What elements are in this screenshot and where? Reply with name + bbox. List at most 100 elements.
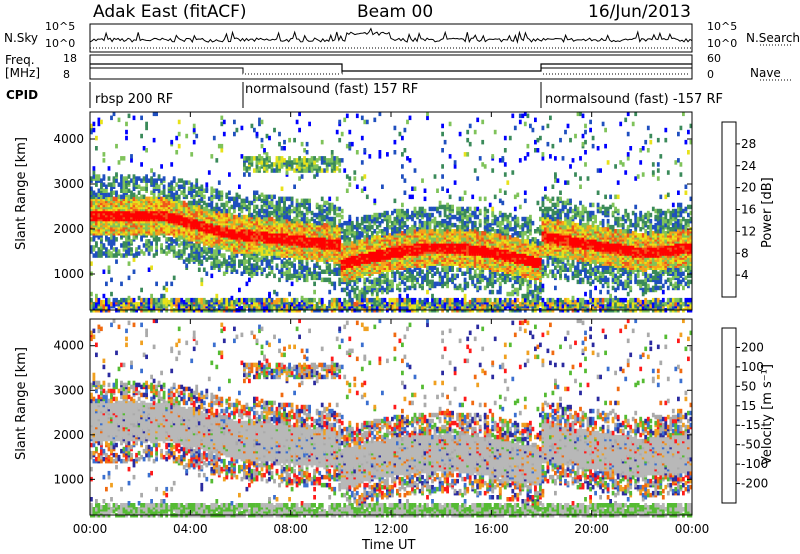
power-cell <box>145 125 148 131</box>
power-cell <box>373 216 377 222</box>
power-cell <box>300 216 304 222</box>
power-cell <box>381 212 384 218</box>
power-cell <box>328 158 332 163</box>
power-cell <box>365 224 369 230</box>
power-cell <box>350 227 354 232</box>
power-cell <box>122 180 126 185</box>
power-cell <box>273 162 276 167</box>
power-cell <box>140 297 143 303</box>
radar-title: Adak East (fitACF) <box>93 2 247 22</box>
power-cell <box>398 227 402 232</box>
power-cell <box>355 220 359 226</box>
power-cell <box>197 297 201 303</box>
power-cell <box>172 192 176 198</box>
power-cell <box>413 212 417 218</box>
power-cell <box>107 176 111 181</box>
power-cell <box>318 220 322 226</box>
power-cell <box>230 299 234 305</box>
power-cell <box>433 224 437 230</box>
power-cell <box>370 283 374 289</box>
power-cell <box>383 227 387 232</box>
power-cell <box>162 297 166 303</box>
power-cell <box>207 196 211 202</box>
power-cell <box>348 129 352 135</box>
power-cell <box>318 156 322 161</box>
power-cell <box>117 182 121 187</box>
power-cell <box>248 156 251 161</box>
power-cell <box>238 212 241 218</box>
power-cell <box>305 158 309 163</box>
power-cell <box>418 206 422 212</box>
power-cell <box>248 271 251 276</box>
power-cell <box>348 176 352 181</box>
power-cell <box>187 257 191 262</box>
power-cell <box>110 192 113 198</box>
power-cell <box>353 224 357 230</box>
power-cell <box>408 115 412 121</box>
power-cell <box>155 178 158 183</box>
power-cell <box>278 156 281 161</box>
power-cell <box>160 297 163 303</box>
freq-panel <box>89 54 792 81</box>
power-cell <box>335 156 339 161</box>
power-cell <box>363 186 367 191</box>
power-cell <box>207 255 211 260</box>
power-cell <box>255 190 259 195</box>
power-cell <box>396 301 399 307</box>
power-cell <box>290 160 294 165</box>
power-cell <box>285 303 289 309</box>
power-cell <box>270 168 274 173</box>
power-cell <box>147 247 151 252</box>
power-cell <box>152 182 156 187</box>
power-cell <box>333 301 337 307</box>
power-cell <box>363 235 367 240</box>
power-cell <box>147 267 151 272</box>
power-cell <box>102 174 106 179</box>
power-cell <box>142 243 146 248</box>
power-cell <box>343 287 347 293</box>
power-cell <box>240 259 244 264</box>
power-cell <box>220 148 224 153</box>
power-cell <box>207 299 211 305</box>
power-cell <box>315 158 319 163</box>
power-cell <box>140 235 143 240</box>
power-cell <box>363 174 367 179</box>
power-cell <box>90 297 93 303</box>
power-cell <box>200 196 204 202</box>
power-cell <box>137 190 141 195</box>
power-cell <box>268 164 271 169</box>
power-cell <box>280 162 284 167</box>
power-cell <box>195 182 199 187</box>
power-cell <box>283 214 286 220</box>
power-cell <box>157 192 161 198</box>
power-cell <box>285 196 289 202</box>
power-cell <box>270 269 274 274</box>
power-cell <box>268 156 271 161</box>
power-cell <box>273 255 276 260</box>
power-cell <box>127 261 131 266</box>
power-cell <box>190 251 194 256</box>
power-cell <box>391 297 394 303</box>
power-cell <box>243 166 246 171</box>
power-cell <box>348 214 352 220</box>
power-cell <box>253 301 256 307</box>
power-cell <box>436 297 439 303</box>
power-cell <box>305 277 309 283</box>
power-cell <box>240 214 244 220</box>
power-cell <box>305 210 309 216</box>
power-cell <box>160 190 163 195</box>
power-cell <box>250 269 254 274</box>
power-cell <box>182 259 186 264</box>
power-cell <box>290 196 294 202</box>
power-cell <box>320 297 324 303</box>
power-cell <box>255 271 259 276</box>
power-cell <box>238 206 241 212</box>
power-cell <box>375 231 379 236</box>
power-cell <box>260 137 264 143</box>
power-cell <box>197 251 201 256</box>
power-cell <box>150 303 153 309</box>
power-cell <box>240 198 244 204</box>
power-cell <box>142 251 146 256</box>
power-cell <box>355 231 359 236</box>
power-cell <box>428 206 432 212</box>
